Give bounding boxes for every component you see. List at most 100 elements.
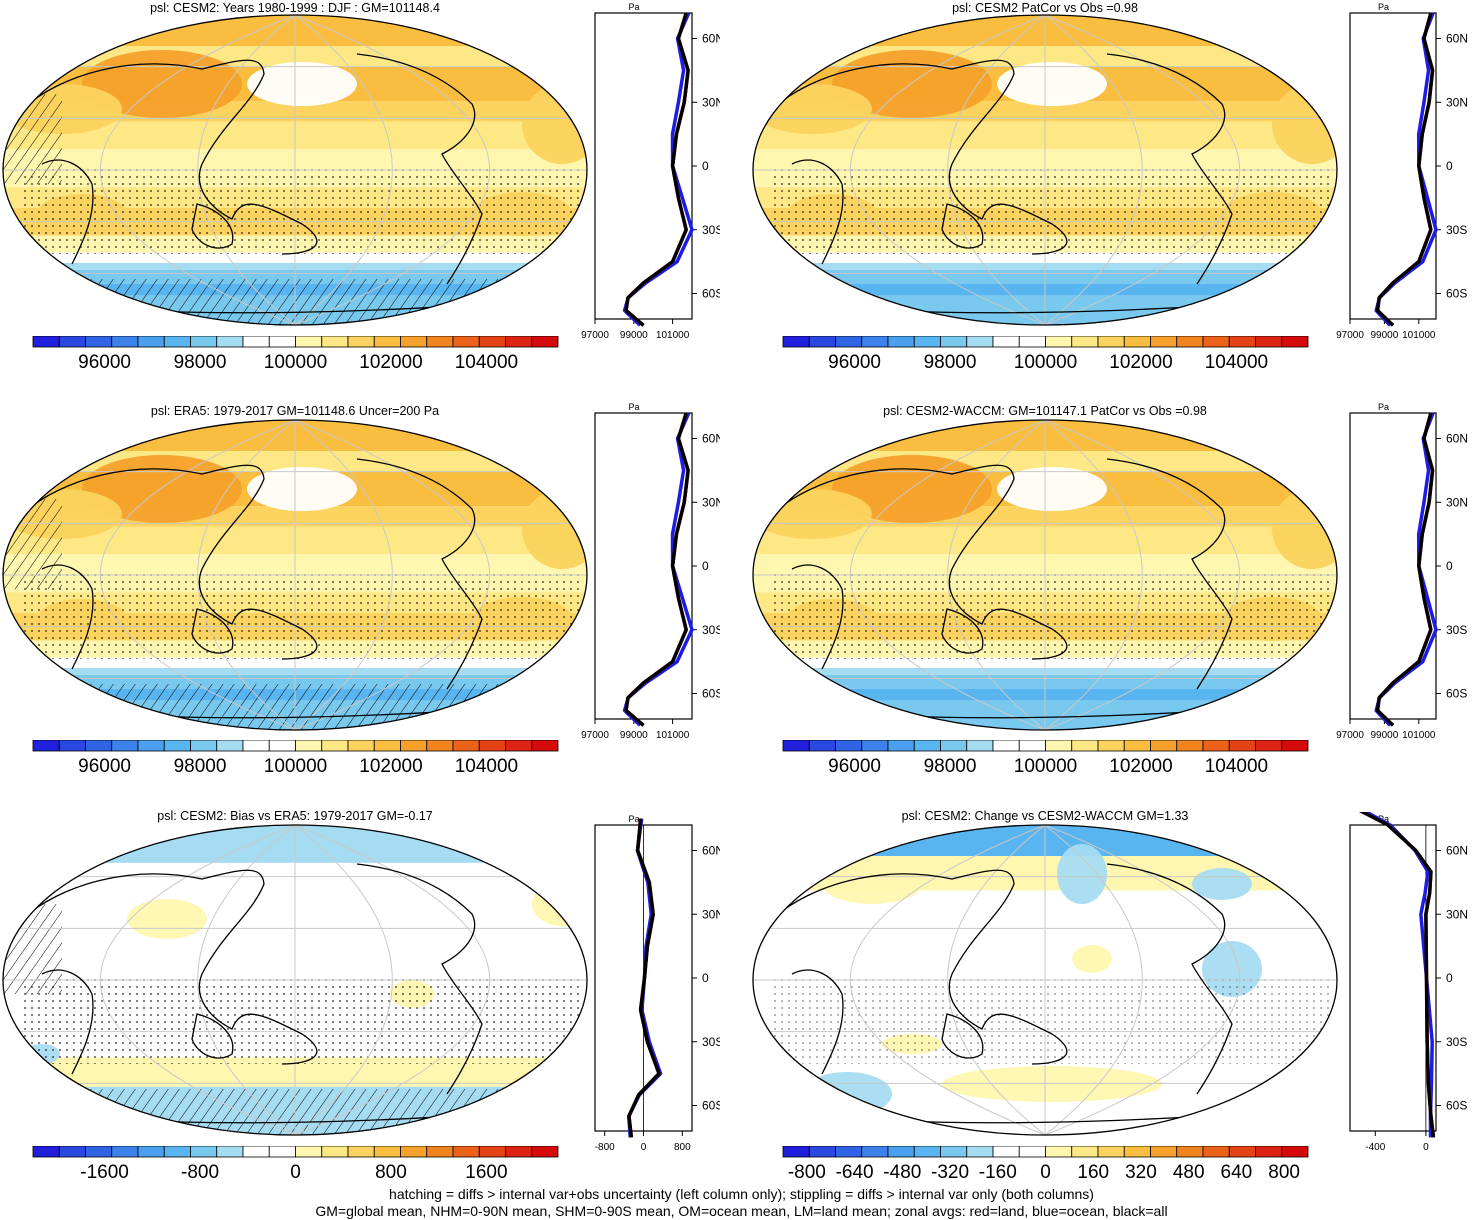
colorbar-tick-label: 100000 [264,352,327,373]
colorbar-swatch [163,336,191,348]
colorbar-tick-label: 160 [1077,1162,1109,1183]
colorbar-swatch [887,336,915,348]
colorbar-swatch [966,740,994,752]
colorbar-swatch [1097,336,1125,348]
colorbar-swatch [373,740,401,752]
colorbar-swatch [426,1146,454,1158]
zonal-lat-label: 30N [702,95,720,109]
colorbar-tick-label: 0 [1040,1162,1051,1183]
colorbar-tick-label: 102000 [1109,756,1172,777]
colorbar-swatch [1255,740,1283,752]
colorbar-swatch [1202,336,1230,348]
colorbar-tick-label: -480 [883,1162,921,1183]
zonal-ylabel: Pa [1378,2,1389,12]
colorbar-swatch [1071,1146,1099,1158]
colorbar-swatch [808,1146,836,1158]
colorbar-swatch [242,336,270,348]
colorbar-swatch [321,740,349,752]
colorbar-swatch [505,336,533,348]
colorbar-swatch [782,740,810,752]
colorbar-swatch [531,740,559,752]
zonal-lat-label: 60S [702,1099,720,1113]
colorbar-swatch [1228,336,1256,348]
zonal-lat-label: 0 [1446,559,1453,573]
zonal-lat-label: 30N [1446,95,1468,109]
colorbar-swatch [1176,1146,1204,1158]
colorbar-swatch [1018,336,1046,348]
colorbar-tick-label: 96000 [78,756,131,777]
zonal-lat-label: 30S [702,223,720,237]
zonal-x-label: 101000 [656,330,690,341]
zonal-x-label: 97000 [1336,730,1364,741]
colorbar-swatch [426,336,454,348]
colorbar-tick-label: 320 [1125,1162,1157,1183]
zonal-all-line [627,818,661,1138]
colorbar-tick-label: -160 [979,1162,1017,1183]
zonal-x-label: 101000 [1402,330,1436,341]
colorbar-swatch [32,336,60,348]
colorbar-swatch [400,740,428,752]
zonal-x-label: 99000 [1370,330,1398,341]
colorbar-swatch [808,336,836,348]
colorbar-swatch [1071,740,1099,752]
colorbar-swatch [373,1146,401,1158]
colorbar-swatch [137,740,165,752]
zonal-ylabel: Pa [1378,814,1389,824]
colorbar-swatch [58,336,86,348]
colorbar-swatch [190,1146,218,1158]
colorbar-swatch [1018,740,1046,752]
colorbar-swatch [861,1146,889,1158]
colorbar-swatch [268,336,296,348]
colorbar-tick-label: 100000 [264,756,327,777]
colorbar-swatch [163,1146,191,1158]
colorbar-swatch [111,1146,139,1158]
colorbar-swatch [1123,1146,1151,1158]
colorbar-tick-label: -800 [181,1162,219,1183]
colorbar-tick-label: 102000 [1109,352,1172,373]
colorbar-swatch [347,336,375,348]
colorbar-tick-label: 104000 [455,352,518,373]
colorbar-swatch [32,740,60,752]
zonal-ylabel: Pa [629,814,640,824]
zonal-mean-plot-4: Pa 60N 30N 0 30S 60S 97000 99000 101000 [1336,402,1468,741]
zonal-lat-label: 0 [1446,159,1453,173]
colorbar-swatch [85,1146,113,1158]
zonal-x-label: 101000 [656,730,690,741]
colorbar-swatch [531,336,559,348]
zonal-all-line [624,412,690,727]
colorbar-swatch [940,740,968,752]
colorbar-swatch [190,336,218,348]
colorbar-tick-label: 104000 [455,756,518,777]
zonal-lat-label: 60S [1446,1099,1467,1113]
colorbar-tick-label: 98000 [924,756,977,777]
colorbar-tick-label: 800 [375,1162,407,1183]
colorbar-tick-label: 640 [1221,1162,1253,1183]
colorbar-swatch [478,740,506,752]
panel-title-3: psl: ERA5: 1979-2017 GM=101148.6 Uncer=2… [150,404,440,418]
colorbar-tick-label: 98000 [924,352,977,373]
colorbar-tick-label: 100000 [1014,756,1077,777]
colorbar-swatch [913,740,941,752]
colorbar-swatch [163,740,191,752]
colorbar-swatch [190,740,218,752]
colorbar-swatch [1281,336,1309,348]
map-panel-2 [752,14,1338,326]
colorbar-swatch [835,1146,863,1158]
colorbar-swatch [940,336,968,348]
colorbar-1: 96000 98000 100000 102000 104000 [32,336,559,373]
colorbar-swatch [835,336,863,348]
zonal-all-line [1358,812,1436,1138]
zonal-x-label: 97000 [1336,330,1364,341]
colorbar-6: -800 -640 -480 -320 -160 0 160 320 480 640 800 [782,1146,1309,1183]
colorbar-4: 96000 98000 100000 102000 104000 [782,740,1309,777]
zonal-ocean-line [622,412,694,727]
colorbar-tick-label: 96000 [828,352,881,373]
colorbar-tick-label: 98000 [174,756,227,777]
zonal-x-label: -800 [595,1142,615,1153]
zonal-lat-label: 0 [702,559,709,573]
panel-title-1: psl: CESM2: Years 1980-1999 : DJF : GM=1… [150,1,440,15]
zonal-all-line [1375,12,1435,327]
colorbar-tick-label: 102000 [359,756,422,777]
colorbar-swatch [992,336,1020,348]
colorbar-swatch [400,336,428,348]
